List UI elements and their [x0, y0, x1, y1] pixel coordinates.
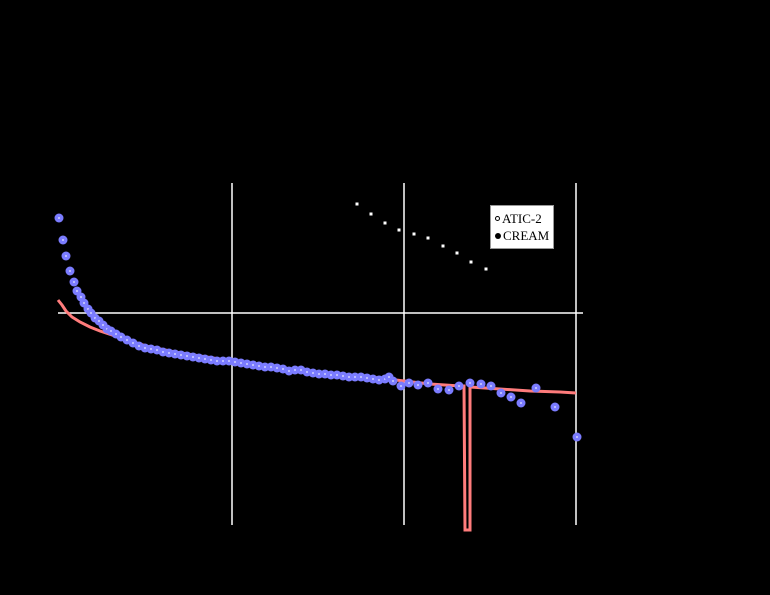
- legend-label-cream: CREAM: [503, 228, 550, 243]
- filled-circle-icon: [495, 232, 501, 239]
- legend-item-cream: CREAM: [495, 227, 553, 244]
- cream-series: [54, 213, 582, 442]
- atic2-series: [355, 202, 488, 271]
- legend-label-atic2: ATIC-2: [502, 211, 542, 226]
- open-diamond-icon: [495, 216, 500, 221]
- legend-item-atic2: ATIC-2: [495, 210, 553, 227]
- line-series: [56, 299, 577, 532]
- legend: ATIC-2 CREAM: [490, 205, 554, 249]
- gridlines: [58, 183, 583, 525]
